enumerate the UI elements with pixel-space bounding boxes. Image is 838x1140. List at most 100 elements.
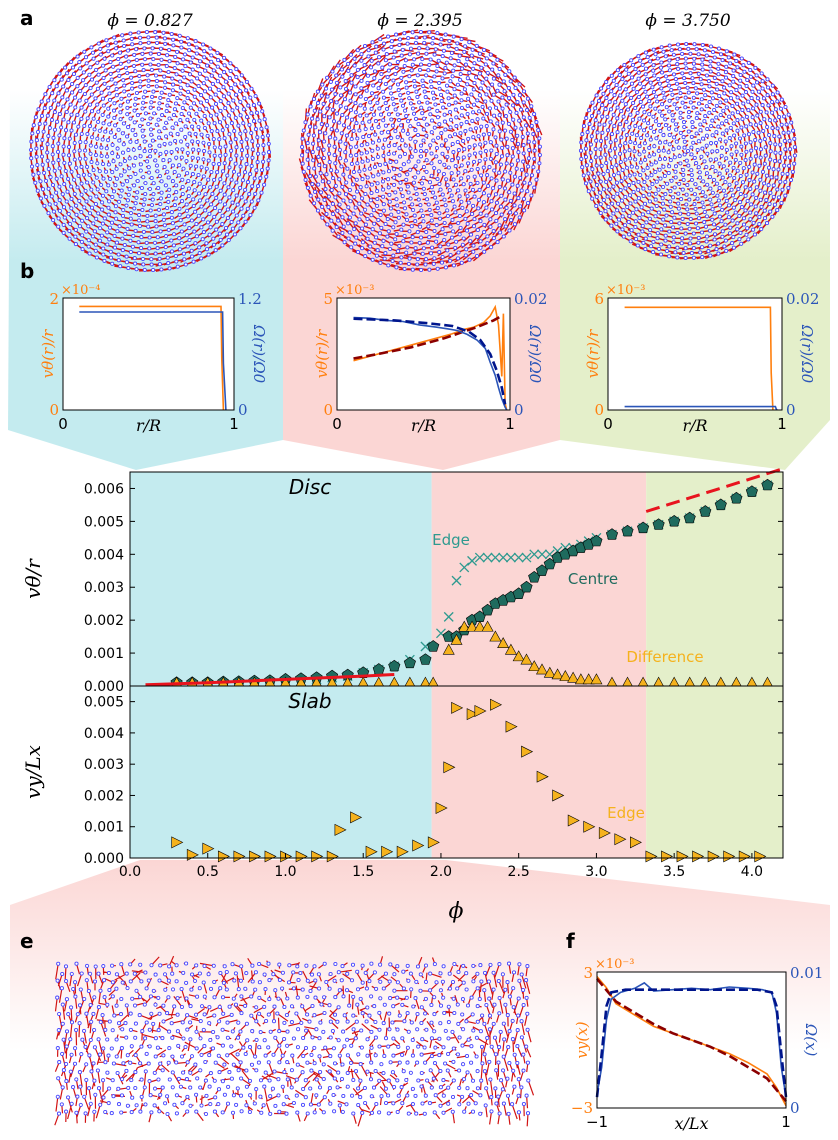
inset-xtick-min: 0 [332,415,342,433]
inset-frame [336,297,511,411]
point-edge [529,549,540,560]
point-edge [334,823,347,836]
point-centre [745,485,758,497]
phi-label-2: ϕ = 2.395 [377,11,462,31]
point-difference [536,663,549,675]
point-difference [497,637,510,649]
point-edge [264,850,277,863]
chart-title: Disc [289,475,331,499]
point-centre [683,511,696,524]
xtick-label: 4.0 [741,864,763,880]
xtick-label: 0.5 [197,864,219,880]
slab-profile-inset: −3 3 ×10⁻³ 0 0.01 −1 1 x/Lx vy(x) Ω(x) [571,957,824,1133]
inset-ytick-left-exponent: ×10⁻³ [606,283,646,298]
point-edge [350,811,363,824]
inset-background [337,298,510,410]
point-edge [498,552,509,563]
phase-region-0 [130,472,432,686]
point-edge [614,833,627,846]
point-edge [482,552,493,563]
ytick-label: 0.004 [84,547,124,563]
annotation-difference: Difference [626,648,703,666]
point-difference [528,660,541,672]
point-edge [676,850,689,863]
point-edge [427,836,440,849]
point-edge [420,641,431,652]
xtick-label: 1.0 [274,864,296,880]
inset-ytick-right-max: 0.01 [790,964,823,982]
inset-ytick-right-max: 1.2 [238,290,262,308]
point-edge [513,552,524,563]
point-edge [233,850,246,863]
inset-xlabel: r/R [682,416,707,435]
point-edge [707,850,720,863]
point-edge [583,820,596,833]
inset-ytick-right-min: 0 [238,401,248,419]
inset-ylabel-left: vy(x) [573,1021,591,1058]
point-edge [443,611,454,622]
inset-ytick-right-min: 0 [786,401,796,419]
ytick-label: 0.006 [84,481,124,497]
profile-inset-3: 06 ×10⁻³00.020 1r/Rvθ(r)/r Ω(r)/Ω0 [584,283,819,435]
fit-line-3 [145,673,395,687]
y-axis-label: vy/Lx [21,745,45,799]
point-centre [699,505,712,517]
xtick-label: 3.5 [663,864,685,880]
point-edge [443,761,456,774]
ytick-label: 0.001 [84,646,124,662]
inset-series-1 [624,405,778,411]
point-edge [412,839,425,852]
inset-ytick-left-min: −3 [571,1099,593,1117]
disc-snapshot-2 [298,29,543,272]
inset-ytick-left-max: 6 [594,290,604,308]
point-edge [171,836,184,849]
point-difference [582,673,595,685]
inset-ytick-right-min: 0 [514,401,524,419]
point-centre [590,534,603,547]
inset-series-3 [595,988,788,1098]
point-edge [629,836,642,849]
point-centre [520,580,533,593]
point-edge [381,845,394,858]
inset-ytick-right-max: 0.02 [514,290,547,308]
panel-letter-f: f [566,929,575,953]
inset-xlabel: x/Lx [674,1114,708,1133]
point-edge [521,745,534,758]
point-centre [730,491,743,504]
inset-background [63,298,234,410]
point-edge [459,562,470,573]
inset-ylabel-left: vθ(r)/r [584,329,602,378]
point-difference [450,633,463,645]
inset-series-0 [79,305,225,411]
point-edge [521,552,532,563]
point-edge [474,705,487,718]
disc-particles [300,30,542,272]
point-difference [458,620,471,632]
inset-series-1 [353,314,503,360]
disc-particles [28,30,272,272]
annotation-edge-slab: Edge [607,804,645,822]
ytick-label: 0.004 [84,726,124,742]
inset-series-1 [79,311,227,411]
inset-ytick-left-exponent: ×10⁻³ [335,283,375,298]
inset-ytick-left-exponent: ×10⁻⁴ [61,283,101,298]
point-difference [489,630,502,642]
disc-snapshot-1 [28,30,272,272]
xtick-label: 2.0 [430,864,452,880]
phase-region-2 [646,686,783,858]
xtick-label: 2.5 [508,864,530,880]
disc-snapshot-3 [578,42,798,260]
chart-title: Slab [288,689,331,713]
point-difference [567,671,580,683]
inset-ytick-right-max: 0.02 [786,290,819,308]
point-centre [652,518,665,530]
inset-xtick-min: 0 [603,415,613,433]
inset-ylabel-left: vθ(r)/r [313,329,331,378]
point-edge [474,552,485,563]
point-difference [442,643,455,655]
point-edge [505,552,516,563]
inset-frame [607,297,783,411]
point-difference [551,668,564,680]
point-difference [543,666,556,678]
inset-ylabel-right: Ω(r)/Ω0 [250,324,268,384]
